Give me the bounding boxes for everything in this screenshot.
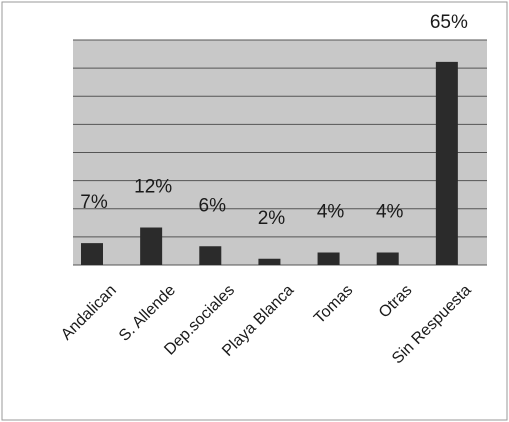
data-label-tomas: 4% [317,202,345,223]
data-labels: 7% 12% 6% 2% 4% 4% 65% [80,12,468,229]
bar-dep-sociales [199,246,222,265]
data-label-sin-respuesta: 65% [430,12,468,33]
data-label-otras: 4% [376,202,404,223]
bar-s-allende [140,227,163,265]
bar-tomas [317,252,340,265]
bar-andalican [81,243,103,265]
data-label-andalican: 7% [80,192,108,213]
data-label-playa-blanca: 2% [258,208,286,229]
bar-otras [376,252,399,265]
bar-playa-blanca [258,258,281,265]
gridlines [73,39,487,266]
data-label-s-allende: 12% [134,177,172,198]
bars [81,61,458,265]
data-label-dep-sociales: 6% [199,195,227,216]
bar-sin-respuesta [435,61,458,265]
